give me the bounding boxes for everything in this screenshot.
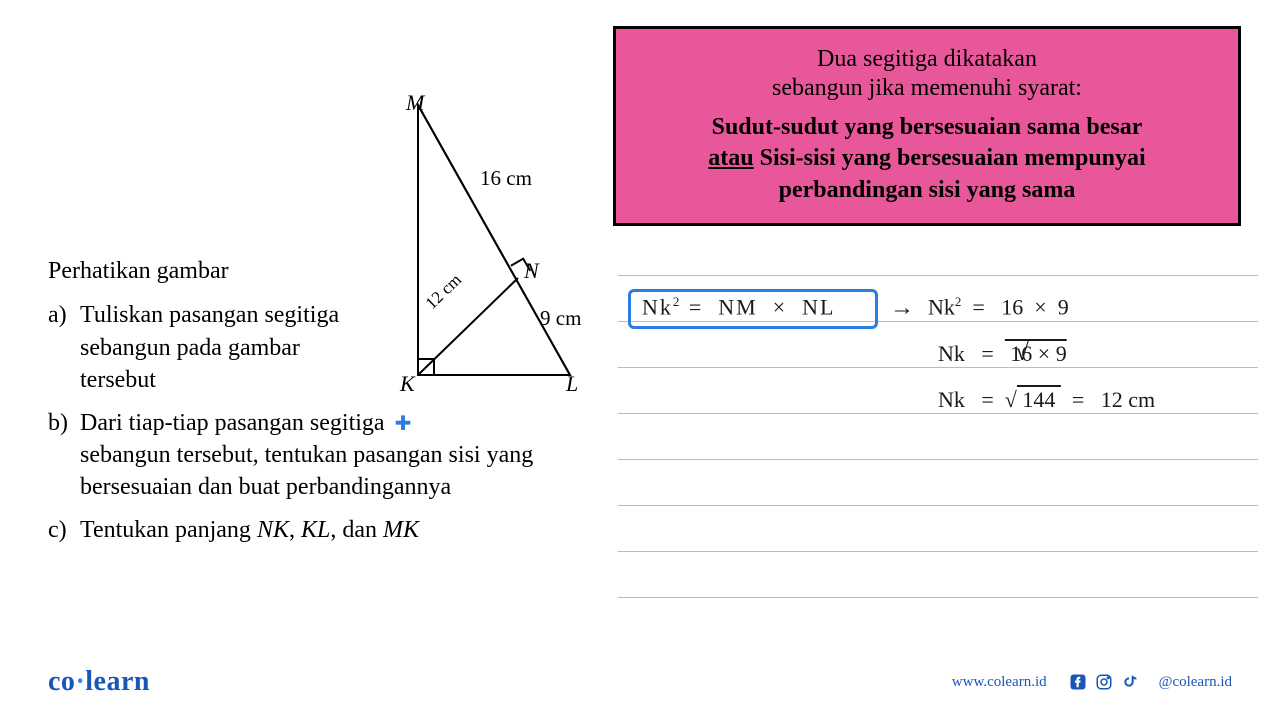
logo-dot-icon: ·: [75, 666, 85, 697]
callout-bold-3: perbandingan sisi yang sama: [779, 177, 1076, 203]
logo: co·learn: [48, 666, 150, 698]
item-a-text: Tuliskan pasangan segitiga sebangun pada…: [80, 299, 340, 396]
footer-right: www.colearn.id @colearn.id: [952, 673, 1232, 691]
facebook-icon: [1069, 673, 1087, 691]
item-b-text-1: Dari tiap-tiap pasangan segitiga: [80, 410, 385, 436]
side-MN: 16 cm: [480, 166, 532, 190]
tiktok-icon: [1121, 673, 1137, 691]
problem-item-a: a) Tuliskan pasangan segitiga sebangun p…: [48, 299, 608, 396]
logo-co: co: [48, 666, 75, 697]
paper-line: [618, 367, 1258, 368]
callout-bold-2: Sisi-sisi yang bersesuaian mempunyai: [754, 145, 1146, 171]
callout-underline: atau: [708, 145, 753, 171]
hw-arrow: →: [890, 295, 914, 322]
lined-paper: Nk2 = NM × NL → Nk2 = 16 × 9 Nk = 16 × 9…: [618, 255, 1268, 655]
hw-line2: Nk = 16 × 9: [938, 341, 1067, 367]
item-a-letter: a): [48, 299, 80, 396]
paper-line: [618, 413, 1258, 414]
hw-formula: Nk2 = NM × NL: [642, 294, 835, 320]
problem-item-b: b) Dari tiap-tiap pasangan segitiga ✚ se…: [48, 407, 608, 504]
paper-line: [618, 505, 1258, 506]
paper-line: [618, 275, 1258, 276]
item-b-text-2: sebangun tersebut, tentukan pasangan sis…: [80, 442, 533, 500]
logo-learn: learn: [85, 666, 150, 697]
problem-intro: Perhatikan gambar: [48, 255, 608, 287]
footer-handle: @colearn.id: [1159, 674, 1232, 691]
paper-line: [618, 551, 1258, 552]
item-c-text: Tentukan panjang NK, KL, dan MK: [80, 514, 608, 546]
hw-line3: Nk = √ 144 = 12 cm: [938, 387, 1155, 413]
hw-line1: Nk2 = 16 × 9: [928, 294, 1069, 320]
paper-line: [618, 597, 1258, 598]
callout-bold: Sudut-sudut yang bersesuaian sama besar …: [636, 112, 1218, 206]
callout-box: Dua segitiga dikatakan sebangun jika mem…: [613, 26, 1241, 226]
vertex-M: M: [405, 95, 426, 115]
problem-text: Perhatikan gambar a) Tuliskan pasangan s…: [48, 255, 608, 556]
item-c-letter: c): [48, 514, 80, 546]
item-b-text: Dari tiap-tiap pasangan segitiga ✚ seban…: [80, 407, 608, 504]
hw-sqrt-icon: √: [1015, 337, 1029, 367]
instagram-icon: [1095, 673, 1113, 691]
problem-item-c: c) Tentukan panjang NK, KL, dan MK: [48, 514, 608, 546]
item-b-letter: b): [48, 407, 80, 504]
footer: co·learn www.colearn.id @colearn.id: [0, 662, 1280, 702]
social-icons: [1069, 673, 1137, 691]
paper-line: [618, 459, 1258, 460]
footer-url: www.colearn.id: [952, 674, 1047, 691]
callout-line2: sebangun jika memenuhi syarat:: [636, 75, 1218, 102]
callout-bold-1: Sudut-sudut yang bersesuaian sama besar: [712, 114, 1143, 140]
callout-line1: Dua segitiga dikatakan: [636, 46, 1218, 73]
cursor-icon: ✚: [395, 411, 412, 438]
